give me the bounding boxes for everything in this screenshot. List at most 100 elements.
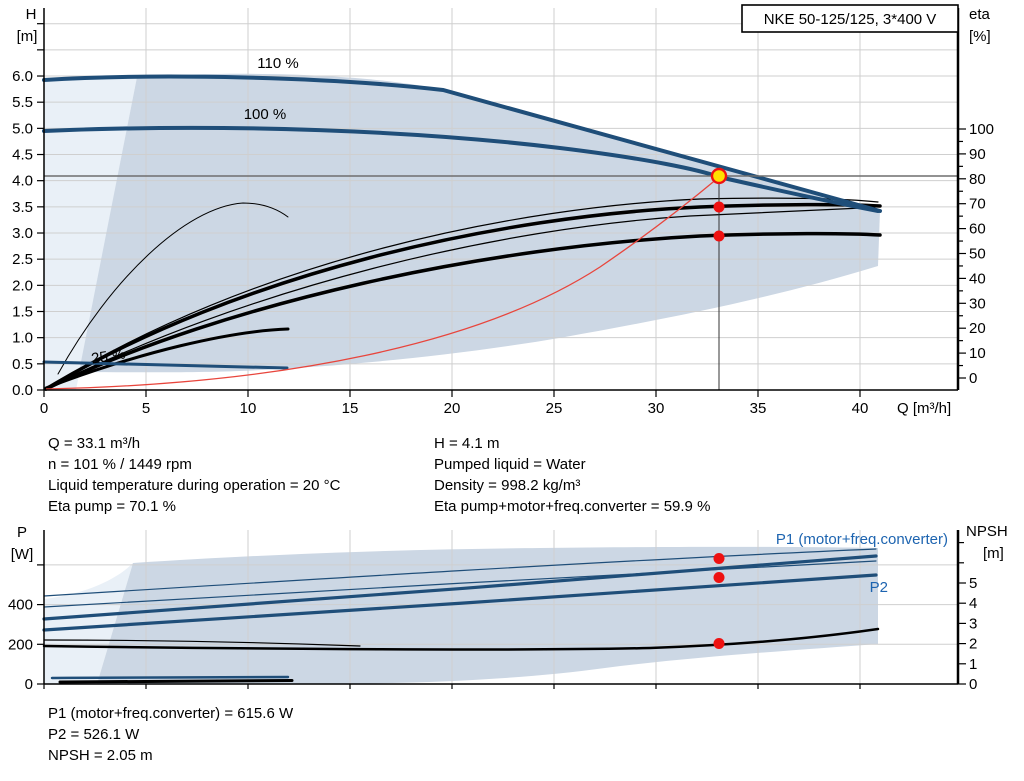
p-axis-label: P: [17, 524, 27, 541]
eta-tick-label: 30: [969, 295, 986, 312]
eta-tick-label: 20: [969, 320, 986, 337]
npsh-point-marker: [713, 638, 725, 649]
bottom-npsh: NPSH = 2.05 m: [48, 747, 153, 764]
info-n: n = 101 % / 1449 rpm: [48, 456, 192, 473]
h-axis-label: H: [26, 6, 37, 23]
p-25-black-curve: [58, 679, 294, 684]
info-liquid-temp: Liquid temperature during operation = 20…: [48, 477, 341, 494]
info-density: Density = 998.2 kg/m³: [434, 477, 580, 494]
duty-point-marker: [710, 167, 728, 185]
p-tick-label: 200: [8, 636, 33, 653]
npsh-axis-label: NPSH: [966, 523, 1008, 540]
eta-tick-label: 40: [969, 270, 986, 287]
npsh-tick-label: 4: [969, 595, 977, 612]
eta-tick-label: 0: [969, 370, 977, 387]
operating-data-text: Q = 33.1 m³/h n = 101 % / 1449 rpm Liqui…: [48, 435, 710, 515]
eta-tick-label: 10: [969, 345, 986, 362]
top-axis-ticks: 0.0 0.5 1.0 1.5 2.0 2.5 3.0 3.5 4.0 4.5 5.0 5.5 6.0 0…: [12, 23, 994, 417]
p1-curve: [42, 554, 878, 621]
h-tick-label: 3.0: [12, 225, 33, 242]
p1-thin-curve: [43, 548, 877, 597]
eta-total-curve: [44, 231, 882, 391]
q-tick-label: 5: [142, 400, 150, 417]
h-tick-label: 3.5: [12, 199, 33, 216]
pump-title: NKE 50-125/125, 3*400 V: [764, 11, 937, 28]
q-tick-label: 30: [648, 400, 665, 417]
q-tick-label: 15: [342, 400, 359, 417]
lower-chart: 0 200 400 0 1 2 3 4 5 P [W] NPSH [m] P1 (motor+f…: [8, 523, 1008, 693]
power-npsh-text: P1 (motor+freq.converter) = 615.6 W P2 =…: [48, 705, 294, 764]
h-tick-label: 2.0: [12, 277, 33, 294]
affinity-curve: [45, 177, 719, 390]
eta-tick-label: 90: [969, 146, 986, 163]
npsh-curve: [42, 627, 880, 651]
top-chart: 0.0 0.5 1.0 1.5 2.0 2.5 3.0 3.5 4.0 4.5 5.0 5.5 6.0 0…: [12, 4, 994, 417]
h-tick-label: 5.5: [12, 94, 33, 111]
speed-label-100: 100 %: [244, 106, 287, 123]
h-tick-label: 0.0: [12, 382, 33, 399]
eta-tick-label: 50: [969, 246, 986, 263]
info-h: H = 4.1 m: [434, 435, 499, 452]
h-tick-label: 0.5: [12, 356, 33, 373]
speed-label-110: 110 %: [257, 55, 298, 72]
pump-title-box: [741, 4, 959, 33]
h-tick-label: 4.5: [12, 147, 33, 164]
npsh-tick-label: 1: [969, 656, 977, 673]
eta-25-curve: [44, 327, 290, 390]
p1-point-marker: [713, 553, 725, 564]
q-tick-label: 0: [40, 400, 48, 417]
eta-total-point-marker: [713, 230, 725, 242]
h-tick-label: 6.0: [12, 68, 33, 85]
eta-axis-unit: [%]: [969, 28, 991, 45]
q-tick-label: 20: [444, 400, 461, 417]
h-tick-label: 1.0: [12, 330, 33, 347]
h-tick-label: 2.5: [12, 251, 33, 268]
eta-tick-label: 70: [969, 196, 986, 213]
npsh-tick-label: 2: [969, 636, 977, 653]
speed-label-25: 25 %: [90, 345, 126, 367]
p-25-blue-curve: [50, 675, 290, 680]
eta-tick-label: 80: [969, 171, 986, 188]
p2-point-marker: [713, 572, 725, 583]
eta-tick-label: 60: [969, 221, 986, 238]
h-tick-label: 5.0: [12, 120, 33, 137]
lower-axis-ticks: 0 200 400 0 1 2 3 4 5: [8, 541, 977, 693]
info-eta-pump: Eta pump = 70.1 %: [48, 498, 176, 515]
q-axis-label: Q [m³/h]: [897, 400, 951, 417]
p2-curve-label: P2: [870, 579, 888, 596]
bottom-p2: P2 = 526.1 W: [48, 726, 140, 743]
lower-envelope-light-region: [44, 563, 133, 684]
head-curve-100: [42, 125, 880, 213]
head-curve-25: [42, 360, 289, 370]
q-tick-label: 35: [750, 400, 767, 417]
eta-axis-label: eta: [969, 6, 991, 23]
eta-tick-label: 100: [969, 121, 994, 138]
npsh-tick-label: 0: [969, 676, 977, 693]
p2-curve: [42, 573, 878, 632]
eta-thin-curve-2: [45, 207, 863, 390]
q-tick-label: 25: [546, 400, 563, 417]
h-axis-unit: [m]: [17, 28, 38, 45]
npsh-axis-unit: [m]: [983, 545, 1004, 562]
eta-pump-point-marker: [713, 201, 725, 213]
eta-arc-small-curve: [57, 202, 289, 375]
eta-pump-curve: [44, 202, 882, 391]
npsh-tick-label: 5: [969, 575, 977, 592]
npsh-thin-curve: [43, 639, 361, 647]
p-tick-label: 400: [8, 597, 33, 614]
q-tick-label: 10: [240, 400, 257, 417]
info-q: Q = 33.1 m³/h: [48, 435, 140, 452]
info-eta-total: Eta pump+motor+freq.converter = 59.9 %: [434, 498, 710, 515]
head-curve-110: [42, 74, 882, 213]
p-axis-unit: [W]: [11, 546, 34, 563]
p1-curve-label: P1 (motor+freq.converter): [776, 531, 948, 548]
p2-thin-curve: [43, 560, 877, 608]
npsh-tick-label: 3: [969, 615, 977, 632]
bottom-p1: P1 (motor+freq.converter) = 615.6 W: [48, 705, 294, 722]
h-tick-label: 1.5: [12, 304, 33, 321]
info-pumped-liquid: Pumped liquid = Water: [434, 456, 586, 473]
top-envelope-dark-region: [79, 73, 880, 373]
p-tick-label: 0: [25, 676, 33, 693]
